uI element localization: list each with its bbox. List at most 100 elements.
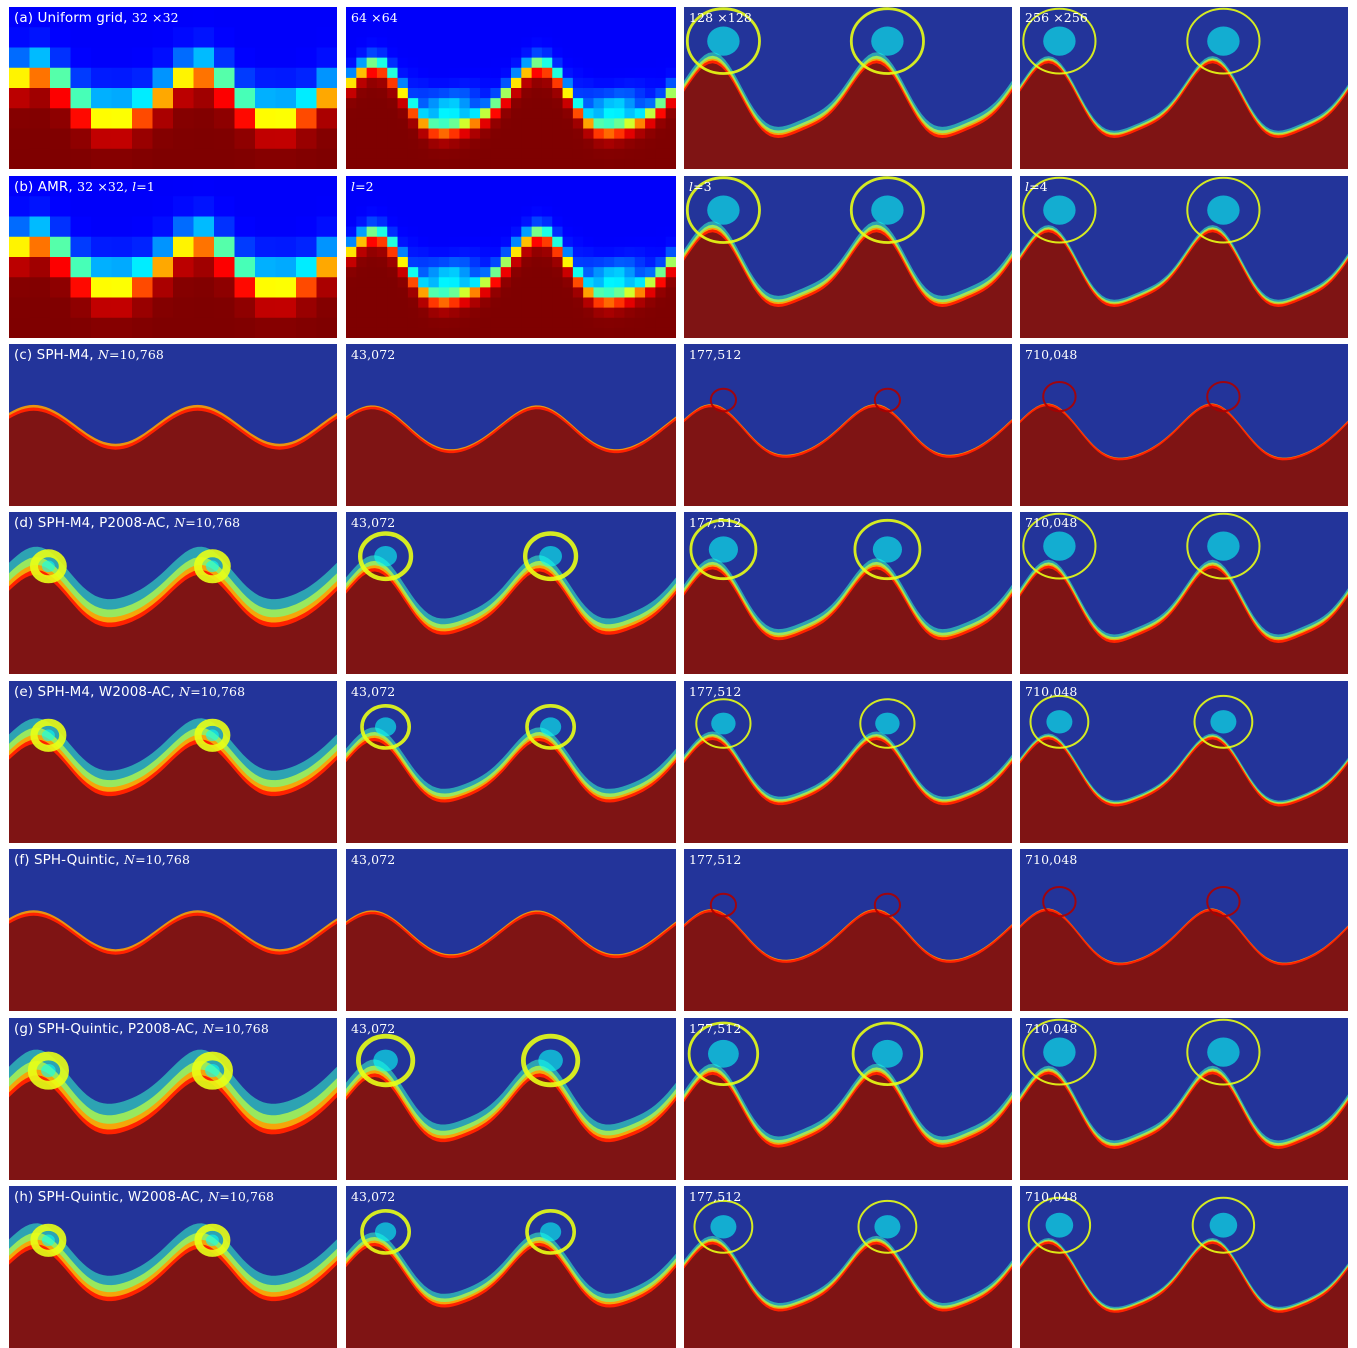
panel-c-4: 710,048 [1020,344,1348,506]
grid-cell [594,277,605,288]
simulation-image [684,344,1012,506]
grid-cell [563,17,574,28]
grid-cell [532,48,543,59]
grid-cell [153,149,174,169]
grid-cell [614,7,625,18]
grid-cell [521,206,532,217]
grid-cell [614,48,625,59]
grid-cell [387,328,398,338]
grid-cell [614,27,625,38]
grid-cell [439,118,450,129]
grid-cell [398,287,409,298]
grid-cell [398,48,409,59]
grid-cell [666,267,676,278]
grid-cell [367,227,378,238]
simulation-image [684,1186,1012,1348]
grid-cell [377,267,388,278]
grid-cell [542,48,553,59]
grid-cell [377,308,388,319]
panel-label: 177,512 [689,346,741,363]
grid-cell [470,176,481,187]
grid-cell [563,308,574,319]
grid-cell [429,48,440,59]
grid-cell [490,328,501,338]
grid-cell [511,298,522,309]
grid-cell [655,217,666,228]
panel-f-1: (f) SPH-Quintic, N=10,768 [9,849,337,1011]
grid-cell [235,48,256,69]
grid-cell [614,78,625,89]
grid-cell [501,159,512,169]
grid-cell [439,318,450,329]
grid-cell [563,176,574,187]
grid-cell [408,88,419,99]
grid-cell [408,27,419,38]
grid-cell [235,277,256,298]
grid-cell [480,287,491,298]
grid-cell [521,139,532,150]
grid-cell [655,118,666,129]
grid-cell [194,149,215,169]
grid-cell [387,277,398,288]
grid-cell [552,176,563,187]
grid-cell [501,129,512,140]
grid-cell [594,149,605,160]
label-suffix: =10,768 [219,1189,274,1204]
grid-cell [501,237,512,248]
label-text: 43,072 [351,347,395,362]
grid-cell [377,287,388,298]
grid-cell [521,159,532,169]
grid-cell [346,88,357,99]
grid-cell [439,68,450,79]
grid-cell [173,257,194,278]
grid-cell [439,78,450,89]
grid-cell [387,129,398,140]
grid-cell [635,27,646,38]
grid-cell [542,298,553,309]
grid-cell [624,98,635,109]
grid-cell [573,149,584,160]
grid-cell [112,196,133,217]
grid-cell [573,108,584,119]
grid-cell [573,159,584,169]
grid-cell [429,58,440,69]
grid-cell [398,159,409,169]
grid-cell [408,98,419,109]
grid-cell [356,129,367,140]
grid-cell [296,108,317,129]
grid-cell [583,257,594,268]
grid-cell [112,129,133,150]
grid-cell [387,58,398,69]
label-suffix: =10,768 [214,1021,269,1036]
simulation-image [9,344,337,506]
grid-cell [604,186,615,197]
grid-cell [470,159,481,169]
grid-cell [521,298,532,309]
grid-cell [655,159,666,169]
panel-b-4: l=4 [1020,176,1348,338]
simulation-image [1020,681,1348,843]
grid-cell [418,237,429,248]
grid-cell [521,68,532,79]
simulation-image [346,1018,676,1180]
grid-cell [429,328,440,338]
grid-cell [624,139,635,150]
grid-cell [255,217,276,238]
grid-cell [346,217,357,228]
label-text: 177,512 [689,1021,741,1036]
simulation-image [684,512,1012,674]
grid-cell [666,7,676,18]
grid-cell [30,68,51,89]
grid-cell [408,7,419,18]
grid-cell [71,257,92,278]
grid-cell [532,237,543,248]
grid-cell [276,108,297,129]
grid-cell [542,227,553,238]
grid-cell [532,98,543,109]
grid-cell [214,196,235,217]
grid-cell [418,98,429,109]
grid-cell [459,267,470,278]
grid-cell [583,277,594,288]
vortex-core [707,26,739,55]
grid-cell [346,247,357,258]
